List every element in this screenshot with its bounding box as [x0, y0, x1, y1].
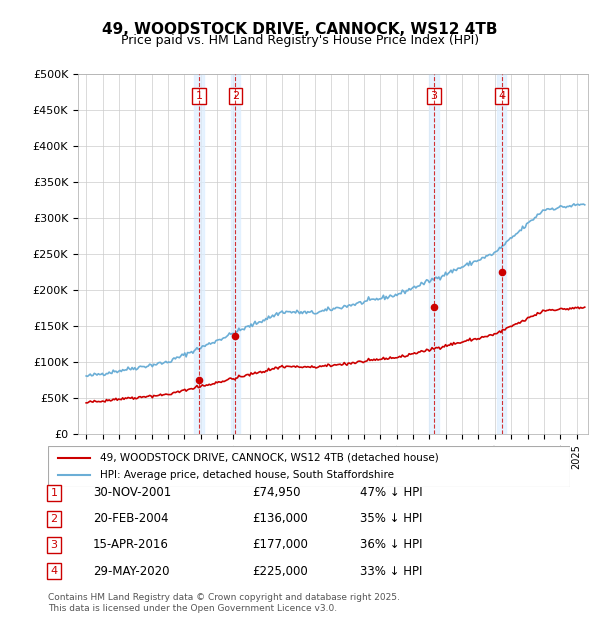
Text: 2: 2 [50, 514, 58, 524]
Text: 2: 2 [232, 91, 239, 101]
Text: 35% ↓ HPI: 35% ↓ HPI [360, 513, 422, 525]
Text: 3: 3 [431, 91, 437, 101]
Text: Price paid vs. HM Land Registry's House Price Index (HPI): Price paid vs. HM Land Registry's House … [121, 34, 479, 47]
Text: 30-NOV-2001: 30-NOV-2001 [93, 487, 171, 499]
Text: 15-APR-2016: 15-APR-2016 [93, 539, 169, 551]
Text: HPI: Average price, detached house, South Staffordshire: HPI: Average price, detached house, Sout… [100, 471, 394, 480]
Text: £177,000: £177,000 [252, 539, 308, 551]
Text: 3: 3 [50, 540, 58, 550]
Bar [194, 74, 204, 434]
Text: 1: 1 [196, 91, 203, 101]
Text: 4: 4 [50, 566, 58, 576]
Point [194, 375, 204, 385]
Text: 36% ↓ HPI: 36% ↓ HPI [360, 539, 422, 551]
Text: £136,000: £136,000 [252, 513, 308, 525]
Text: 49, WOODSTOCK DRIVE, CANNOCK, WS12 4TB: 49, WOODSTOCK DRIVE, CANNOCK, WS12 4TB [102, 22, 498, 37]
Text: 29-MAY-2020: 29-MAY-2020 [93, 565, 170, 577]
Point [430, 302, 439, 312]
Point [230, 331, 240, 341]
Point [497, 267, 506, 277]
Text: 20-FEB-2004: 20-FEB-2004 [93, 513, 169, 525]
Text: 33% ↓ HPI: 33% ↓ HPI [360, 565, 422, 577]
Text: £74,950: £74,950 [252, 487, 301, 499]
Bar [429, 74, 439, 434]
Bar [497, 74, 506, 434]
FancyBboxPatch shape [48, 446, 570, 487]
Text: 49, WOODSTOCK DRIVE, CANNOCK, WS12 4TB (detached house): 49, WOODSTOCK DRIVE, CANNOCK, WS12 4TB (… [100, 453, 439, 463]
Text: Contains HM Land Registry data © Crown copyright and database right 2025.
This d: Contains HM Land Registry data © Crown c… [48, 593, 400, 613]
Text: 1: 1 [50, 488, 58, 498]
Text: 47% ↓ HPI: 47% ↓ HPI [360, 487, 422, 499]
Bar [230, 74, 241, 434]
Text: £225,000: £225,000 [252, 565, 308, 577]
Text: 4: 4 [498, 91, 505, 101]
